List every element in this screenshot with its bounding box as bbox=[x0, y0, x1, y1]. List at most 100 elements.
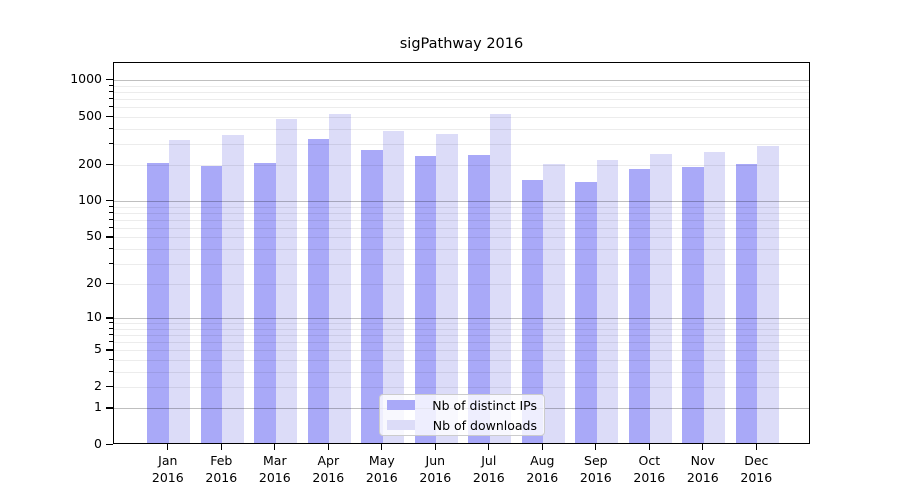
x-tick bbox=[595, 444, 597, 450]
bar-distinct-ips bbox=[468, 154, 490, 443]
x-tick-label-feb: Feb 2016 bbox=[191, 453, 251, 486]
y-minor-tick bbox=[109, 127, 113, 129]
y-gridline-minor bbox=[114, 143, 809, 145]
y-minor-tick bbox=[109, 247, 113, 249]
bar-distinct-ips bbox=[307, 139, 330, 443]
y-gridline-major bbox=[114, 201, 809, 203]
y-tick-label: 1000 bbox=[70, 71, 102, 87]
x-tick-month: Jun bbox=[425, 453, 446, 468]
y-gridline-minor bbox=[114, 335, 809, 337]
y-minor-tick bbox=[109, 322, 113, 324]
x-tick-year: 2016 bbox=[740, 469, 773, 485]
y-minor-tick bbox=[109, 218, 113, 220]
x-tick bbox=[648, 444, 650, 450]
y-gridline-minor bbox=[114, 284, 809, 286]
y-minor-tick bbox=[109, 226, 113, 228]
bar-distinct-ips bbox=[361, 149, 383, 443]
x-tick-year: 2016 bbox=[579, 469, 612, 485]
y-gridline-minor bbox=[114, 219, 809, 221]
x-tick-label-apr: Apr 2016 bbox=[298, 453, 358, 486]
y-gridline-minor bbox=[114, 329, 809, 330]
x-tick-label-sep: Sep 2016 bbox=[566, 453, 626, 486]
y-tick bbox=[106, 444, 113, 446]
y-tick bbox=[106, 386, 113, 388]
y-minor-tick bbox=[109, 328, 113, 329]
y-minor-tick bbox=[109, 341, 113, 343]
legend-item-distinct-ips: Nb of distinct IPs bbox=[387, 398, 537, 413]
y-tick-label: 20 bbox=[86, 275, 102, 291]
x-tick-month: Oct bbox=[638, 453, 661, 468]
bar-distinct-ips bbox=[628, 169, 651, 443]
y-tick bbox=[106, 163, 113, 166]
y-tick-label: 500 bbox=[78, 107, 102, 123]
x-tick-year: 2016 bbox=[419, 469, 452, 485]
bar-distinct-ips bbox=[147, 162, 169, 443]
legend-swatch-distinct-ips bbox=[387, 400, 415, 410]
x-tick bbox=[488, 444, 490, 450]
legend-item-downloads: Nb of downloads bbox=[387, 418, 537, 433]
x-tick-year: 2016 bbox=[633, 469, 666, 485]
y-gridline-minor bbox=[114, 99, 809, 100]
legend-label-distinct-ips: Nb of distinct IPs bbox=[432, 397, 537, 413]
x-tick-label-may: May 2016 bbox=[352, 453, 412, 486]
y-gridline-major bbox=[114, 318, 809, 320]
y-minor-tick bbox=[109, 90, 113, 92]
bar-downloads bbox=[757, 145, 779, 443]
bar-downloads bbox=[382, 130, 405, 443]
x-tick-label-jun: Jun 2016 bbox=[405, 453, 465, 486]
x-tick-year: 2016 bbox=[686, 469, 719, 485]
y-gridline-minor bbox=[114, 323, 809, 325]
y-tick bbox=[106, 317, 113, 319]
y-tick-label: 100 bbox=[78, 192, 102, 208]
bar-downloads bbox=[329, 114, 351, 443]
bar-distinct-ips bbox=[414, 155, 437, 443]
x-tick-month: Sep bbox=[584, 453, 608, 468]
y-gridline-minor bbox=[114, 263, 809, 265]
y-minor-tick bbox=[109, 205, 113, 207]
y-tick-label: 2 bbox=[94, 378, 102, 393]
x-tick-month: Dec bbox=[744, 453, 769, 468]
x-tick-year: 2016 bbox=[365, 469, 398, 485]
y-gridline-minor bbox=[114, 85, 809, 87]
y-tick bbox=[106, 407, 113, 409]
y-tick-label: 1 bbox=[94, 399, 102, 415]
y-tick bbox=[106, 200, 113, 202]
bar-distinct-ips bbox=[682, 167, 704, 443]
y-gridline-minor bbox=[114, 248, 809, 250]
plot-area: Nb of distinct IPs Nb of downloads bbox=[113, 62, 810, 444]
y-tick bbox=[106, 283, 113, 285]
legend-label-downloads: Nb of downloads bbox=[432, 417, 537, 433]
legend: Nb of distinct IPs Nb of downloads bbox=[379, 394, 545, 436]
x-tick bbox=[274, 444, 276, 450]
y-minor-tick bbox=[109, 84, 113, 86]
x-tick-label-jul: Jul 2016 bbox=[459, 453, 519, 486]
y-minor-tick bbox=[109, 370, 113, 372]
y-minor-tick bbox=[109, 106, 113, 108]
bar-downloads bbox=[703, 151, 726, 443]
x-tick-year: 2016 bbox=[205, 469, 238, 485]
bar-downloads bbox=[650, 153, 672, 443]
y-tick-label: 10 bbox=[86, 309, 102, 325]
y-tick bbox=[106, 115, 113, 117]
y-gridline-major bbox=[114, 80, 809, 82]
x-tick bbox=[434, 444, 436, 450]
x-tick-year: 2016 bbox=[312, 469, 345, 485]
y-gridline-minor bbox=[114, 371, 809, 373]
x-tick-month: Mar bbox=[263, 453, 287, 468]
y-tick-label: 50 bbox=[86, 228, 102, 244]
y-tick-label: 5 bbox=[94, 341, 102, 357]
y-gridline-minor bbox=[114, 116, 809, 118]
y-minor-tick bbox=[109, 262, 113, 264]
y-gridline-minor bbox=[114, 212, 809, 214]
bar-downloads bbox=[489, 114, 512, 443]
y-minor-tick bbox=[109, 142, 113, 144]
bar-distinct-ips bbox=[735, 163, 758, 443]
bar-downloads bbox=[543, 163, 565, 443]
x-tick-label-nov: Nov 2016 bbox=[673, 453, 733, 486]
x-tick-month: Jul bbox=[481, 453, 497, 468]
x-tick-month: Jan bbox=[158, 453, 178, 468]
bar-distinct-ips bbox=[254, 163, 276, 443]
x-tick bbox=[220, 444, 222, 450]
y-tick-label: 0 bbox=[94, 436, 102, 451]
y-tick bbox=[106, 349, 113, 351]
